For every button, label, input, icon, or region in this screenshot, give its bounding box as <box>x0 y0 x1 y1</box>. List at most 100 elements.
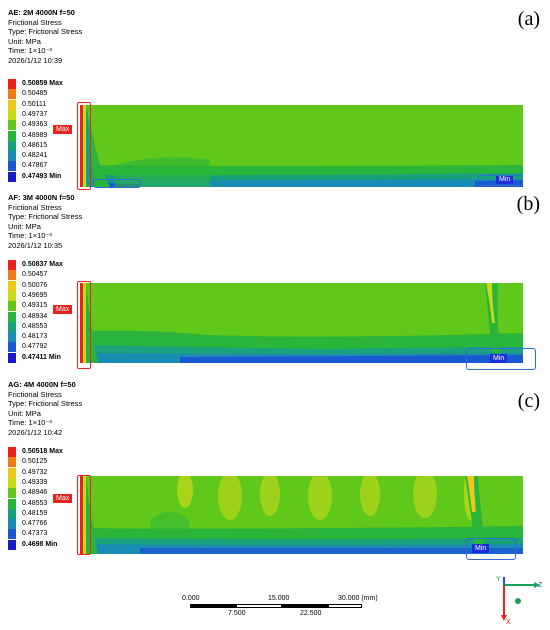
legend-swatch <box>8 342 16 353</box>
legend-value: 0.50485 <box>22 90 48 98</box>
legend-swatch <box>8 140 16 151</box>
scale-label-22-5: 22.500 <box>300 610 322 617</box>
panel-header: AE: 2M 4000N f=50 Frictional Stress Type… <box>8 8 82 66</box>
panel-header: AG: 4M 4000N f=50 Frictional Stress Type… <box>8 380 82 438</box>
result-date: 2026/1/12 10:42 <box>8 427 63 437</box>
legend-value: 0.48159 <box>22 509 48 517</box>
legend-row: 0.50859 Max <box>8 79 98 89</box>
legend-row: 0.48241 <box>8 151 98 162</box>
min-marker-box-2 <box>477 175 523 186</box>
legend-row: 0.49363 <box>8 120 98 131</box>
axis-z-label: Z <box>538 582 543 589</box>
result-unit: Unit: MPa <box>8 36 41 46</box>
legend-row: 0.48615 <box>8 140 98 151</box>
legend-swatch <box>8 447 16 457</box>
panel-label: (a) <box>517 8 540 30</box>
axis-triad-icon: Z X Y <box>494 575 544 626</box>
legend-value: 0.50837 Max <box>22 261 63 268</box>
min-tag: Min <box>472 544 490 553</box>
min-marker-box <box>466 348 536 370</box>
legend-swatch <box>8 311 16 322</box>
legend-row: 0.47373 <box>8 529 98 540</box>
panel-label: (c) <box>517 390 540 412</box>
result-type: Type: Frictional Stress <box>8 27 83 37</box>
result-time: Time: 1×10⁻³ <box>8 46 52 56</box>
legend-row: 0.4698 Min <box>8 539 98 550</box>
legend-value: 0.50125 <box>22 458 48 466</box>
legend-value: 0.48553 <box>22 499 48 507</box>
legend-swatch <box>8 332 16 343</box>
legend-swatch <box>8 270 16 281</box>
legend-value: 0.49695 <box>22 291 48 299</box>
legend-row: 0.49315 <box>8 301 98 312</box>
legend-row: 0.49695 <box>8 290 98 301</box>
min-marker-box <box>93 179 141 188</box>
legend-row: 0.50837 Max <box>8 260 98 270</box>
panel-title: AE: 2M 4000N f=50 <box>8 8 75 17</box>
legend-value: 0.50457 <box>22 271 48 279</box>
axis-y-label: Y <box>496 576 501 583</box>
legend-value: 0.48173 <box>22 333 48 341</box>
legend-row: 0.48173 <box>8 332 98 343</box>
legend-swatch <box>8 477 16 488</box>
legend-value: 0.49363 <box>22 121 48 129</box>
legend-swatch <box>8 89 16 100</box>
legend-value: 0.50518 Max <box>22 448 63 455</box>
legend-row: 0.50485 <box>8 89 98 100</box>
result-name: Frictional Stress <box>8 17 62 27</box>
scale-segment <box>190 604 236 608</box>
legend-swatch <box>8 120 16 131</box>
scale-label-0: 0.000 <box>182 595 200 602</box>
result-time: Time: 1×10⁻³ <box>8 231 52 241</box>
legend-swatch <box>8 498 16 509</box>
max-marker-box <box>77 281 91 369</box>
contour-plot <box>80 283 523 363</box>
scale-label-7-5: 7.500 <box>228 610 246 617</box>
legend-swatch <box>8 519 16 530</box>
legend-value: 0.4698 Min <box>22 540 58 548</box>
panel-b: AF: 3M 4000N f=50 Frictional Stress Type… <box>0 193 550 373</box>
legend-row: 0.48553 <box>8 321 98 332</box>
legend-row: 0.47792 <box>8 342 98 353</box>
max-tag: Max <box>53 305 73 314</box>
legend-value: 0.47867 <box>22 162 48 170</box>
scale-segment <box>328 604 362 608</box>
legend-row: 0.48553 <box>8 498 98 509</box>
result-type: Type: Frictional Stress <box>8 212 83 222</box>
legend-swatch <box>8 457 16 468</box>
legend-swatch <box>8 508 16 519</box>
max-tag: Max <box>53 125 73 134</box>
legend-row: 0.50125 <box>8 457 98 468</box>
legend-row: 0.49339 <box>8 477 98 488</box>
legend-swatch <box>8 467 16 478</box>
scale-label-15: 15.000 <box>268 595 290 602</box>
scale-bar: 0.000 15.000 30.000 (mm) 7.500 22.500 <box>182 595 378 625</box>
legend-swatch <box>8 109 16 120</box>
max-marker-box <box>77 102 91 190</box>
legend-value: 0.48989 <box>22 131 48 139</box>
legend-value: 0.47792 <box>22 343 48 351</box>
axis-x-label: X <box>506 619 511 625</box>
legend-row: 0.47493 Min <box>8 171 98 182</box>
legend-value: 0.47766 <box>22 520 48 528</box>
legend-swatch <box>8 260 16 270</box>
panel-a: AE: 2M 4000N f=50 Frictional Stress Type… <box>0 8 550 190</box>
legend-row: 0.48934 <box>8 311 98 322</box>
legend-value: 0.48241 <box>22 152 48 160</box>
legend-swatch <box>8 352 16 363</box>
legend-row: 0.47766 <box>8 519 98 530</box>
max-tag: Max <box>53 494 73 503</box>
contour-plot <box>80 476 523 554</box>
legend-swatch <box>8 539 16 550</box>
scale-segment <box>236 604 282 608</box>
legend-row: 0.48989 <box>8 130 98 141</box>
legend-swatch <box>8 130 16 141</box>
max-marker-box <box>77 475 91 555</box>
legend-value: 0.48934 <box>22 312 48 320</box>
legend-value: 0.49339 <box>22 478 48 486</box>
panel-header: AF: 3M 4000N f=50 Frictional Stress Type… <box>8 193 82 251</box>
legend-value: 0.49315 <box>22 302 48 310</box>
legend-swatch <box>8 99 16 110</box>
legend-value: 0.50076 <box>22 281 48 289</box>
legend-value: 0.50859 Max <box>22 80 63 87</box>
